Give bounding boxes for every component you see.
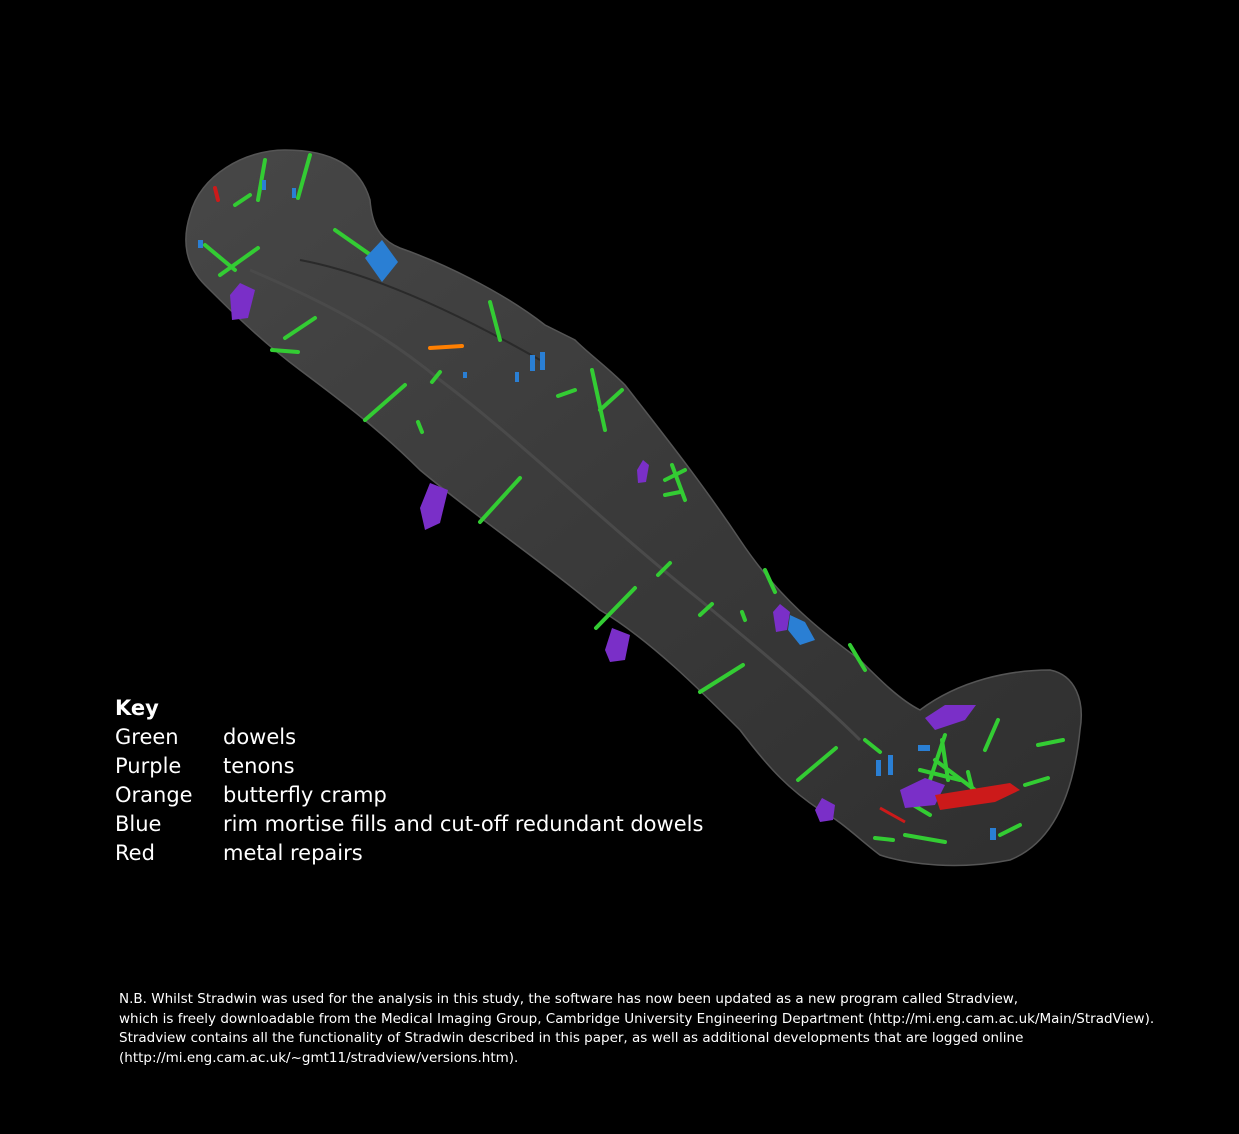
- footnote-line: which is freely downloadable from the Me…: [119, 1010, 1155, 1027]
- legend-color: Green: [115, 725, 179, 749]
- coffin-surface-ridge: [249, 268, 862, 742]
- legend-color: Red: [115, 841, 155, 865]
- mortise-fills: [198, 180, 996, 840]
- legend-row: Green dowels: [115, 723, 703, 752]
- dowels: [203, 153, 1065, 844]
- metal-repairs: [213, 186, 1020, 824]
- footnote-line: N.B. Whilst Stradwin was used for the an…: [119, 991, 1019, 1007]
- footnote-line: (http://mi.eng.cam.ac.uk/~gmt11/stradvie…: [119, 1049, 519, 1066]
- legend-label: butterfly cramp: [223, 783, 387, 807]
- butterfly-cramp: [428, 344, 464, 350]
- legend-row: Blue rim mortise fills and cut-off redun…: [115, 810, 703, 839]
- legend-row: Orange butterfly cramp: [115, 781, 703, 810]
- footnote-line: Stradview contains all the functionality…: [119, 1030, 1024, 1047]
- legend: Key Green dowels Purple tenons Orange bu…: [115, 694, 703, 868]
- legend-label: metal repairs: [223, 841, 363, 865]
- legend-label: rim mortise fills and cut-off redundant …: [223, 812, 704, 836]
- legend-row: Red metal repairs: [115, 839, 703, 868]
- legend-row: Purple tenons: [115, 752, 703, 781]
- legend-color: Purple: [115, 754, 182, 778]
- legend-label: dowels: [223, 725, 297, 749]
- footnote: N.B. Whilst Stradwin was used for the an…: [119, 990, 1154, 1068]
- legend-color: Orange: [115, 783, 193, 807]
- legend-title: Key: [115, 696, 159, 720]
- legend-label: tenons: [223, 754, 295, 778]
- coffin-surface-ridge: [299, 259, 541, 361]
- legend-color: Blue: [115, 812, 162, 836]
- tenons: [230, 283, 976, 822]
